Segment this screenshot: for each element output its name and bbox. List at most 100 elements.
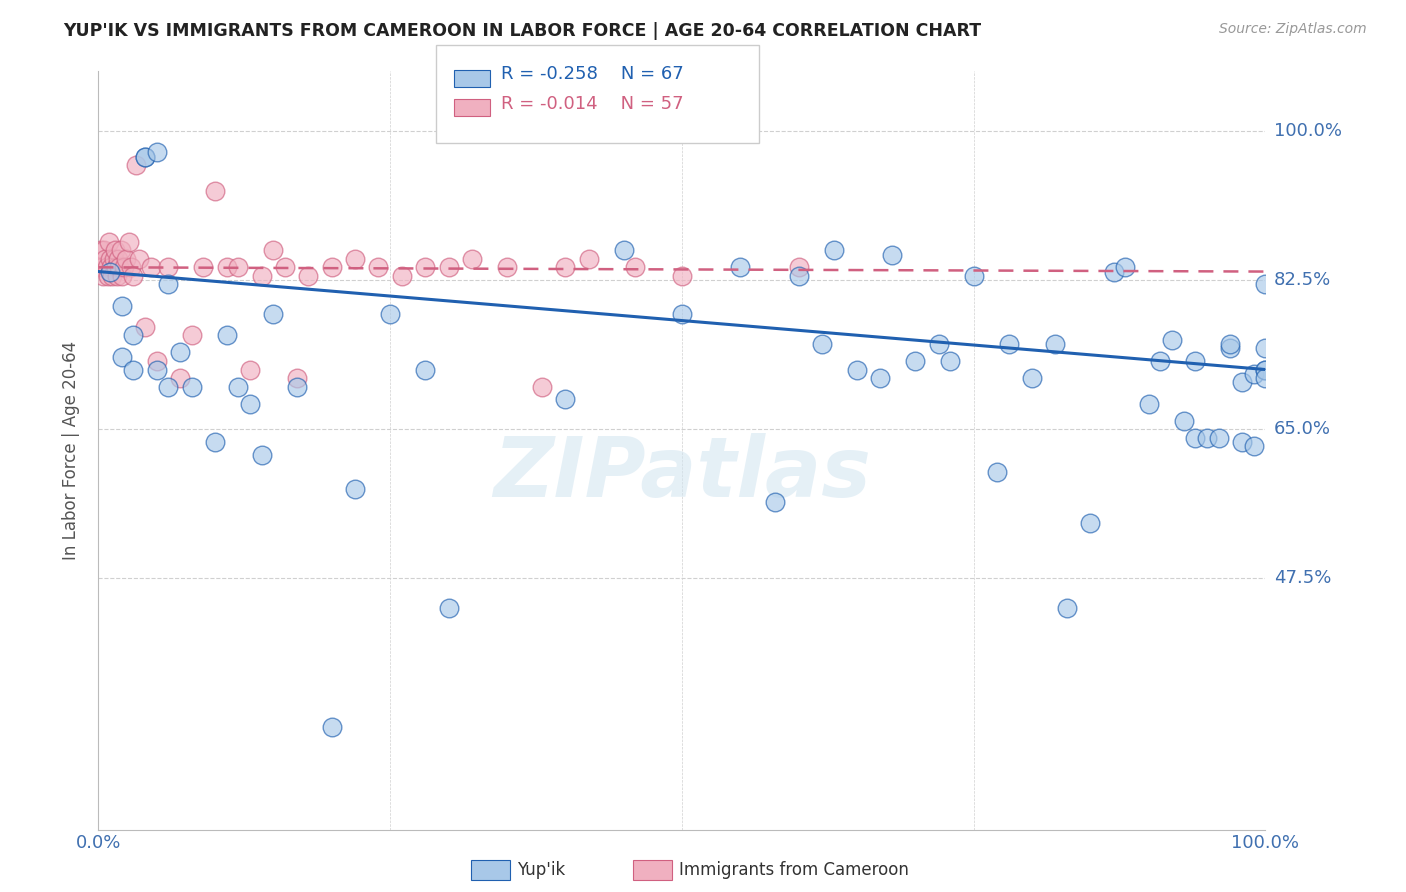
Text: 47.5%: 47.5%: [1274, 569, 1331, 587]
Point: [1184, 354, 1206, 368]
Point: [146, 362, 169, 376]
Point: [104, 260, 127, 275]
Point: [554, 392, 576, 407]
Point: [228, 379, 250, 393]
Text: 100.0%: 100.0%: [1274, 122, 1341, 140]
Point: [1230, 376, 1253, 390]
Point: [1080, 516, 1102, 530]
Point: [1219, 337, 1241, 351]
Point: [89, 260, 111, 275]
Point: [285, 379, 308, 393]
Point: [391, 268, 413, 283]
Point: [111, 268, 134, 283]
Point: [94, 252, 117, 266]
Point: [215, 260, 238, 275]
Point: [671, 268, 693, 283]
Point: [250, 448, 273, 462]
Point: [128, 252, 150, 266]
Point: [111, 299, 134, 313]
Point: [928, 337, 950, 351]
Point: [169, 345, 191, 359]
Point: [1243, 439, 1265, 453]
Point: [530, 379, 553, 393]
Point: [1254, 277, 1277, 292]
Text: Source: ZipAtlas.com: Source: ZipAtlas.com: [1219, 22, 1367, 37]
Point: [134, 320, 156, 334]
Point: [120, 260, 142, 275]
Point: [122, 328, 145, 343]
Text: R = -0.014    N = 57: R = -0.014 N = 57: [501, 95, 683, 113]
Point: [413, 260, 436, 275]
Point: [118, 235, 141, 249]
Point: [496, 260, 519, 275]
Point: [180, 379, 202, 393]
Point: [146, 354, 169, 368]
Point: [1254, 371, 1277, 385]
Point: [578, 252, 600, 266]
Point: [100, 260, 122, 275]
Point: [962, 268, 984, 283]
Point: [823, 244, 845, 258]
Point: [904, 354, 927, 368]
Point: [380, 307, 402, 321]
Point: [1254, 362, 1277, 376]
Point: [157, 277, 180, 292]
Point: [671, 307, 693, 321]
Point: [228, 260, 250, 275]
Point: [1219, 341, 1241, 355]
Point: [437, 601, 460, 615]
Point: [1149, 354, 1171, 368]
Text: Yup'ik: Yup'ik: [517, 861, 565, 879]
Point: [93, 244, 115, 258]
Point: [239, 362, 262, 376]
Point: [122, 362, 145, 376]
Point: [321, 260, 343, 275]
Text: ZIPatlas: ZIPatlas: [494, 433, 870, 514]
Text: Immigrants from Cameroon: Immigrants from Cameroon: [679, 861, 908, 879]
Point: [461, 252, 484, 266]
Text: 65.0%: 65.0%: [1274, 420, 1330, 438]
Point: [997, 337, 1019, 351]
Point: [262, 307, 284, 321]
Point: [169, 371, 191, 385]
Point: [110, 244, 132, 258]
Point: [204, 184, 226, 198]
Point: [763, 494, 786, 508]
Point: [250, 268, 273, 283]
Point: [1230, 434, 1253, 449]
Point: [215, 328, 238, 343]
Point: [97, 235, 120, 249]
Point: [98, 252, 121, 266]
Text: 82.5%: 82.5%: [1274, 271, 1331, 289]
Point: [239, 396, 262, 410]
Point: [1195, 431, 1218, 445]
Point: [811, 337, 834, 351]
Point: [1254, 362, 1277, 376]
Point: [1114, 260, 1136, 275]
Text: R = -0.258    N = 67: R = -0.258 N = 67: [501, 65, 683, 83]
Point: [344, 482, 367, 496]
Text: YUP'IK VS IMMIGRANTS FROM CAMEROON IN LABOR FORCE | AGE 20-64 CORRELATION CHART: YUP'IK VS IMMIGRANTS FROM CAMEROON IN LA…: [63, 22, 981, 40]
Point: [1161, 333, 1184, 347]
Point: [1021, 371, 1043, 385]
Point: [413, 362, 436, 376]
Point: [91, 268, 114, 283]
Point: [103, 252, 125, 266]
Point: [204, 434, 226, 449]
Point: [1254, 341, 1277, 355]
Point: [157, 260, 180, 275]
Point: [134, 150, 156, 164]
Point: [98, 264, 121, 278]
Point: [157, 379, 180, 393]
Point: [96, 260, 118, 275]
Point: [1208, 431, 1230, 445]
Point: [139, 260, 162, 275]
Point: [437, 260, 460, 275]
Point: [880, 247, 903, 261]
Point: [367, 260, 389, 275]
Point: [787, 260, 810, 275]
Point: [1173, 414, 1195, 428]
Point: [90, 244, 112, 258]
Point: [193, 260, 215, 275]
Point: [122, 268, 145, 283]
